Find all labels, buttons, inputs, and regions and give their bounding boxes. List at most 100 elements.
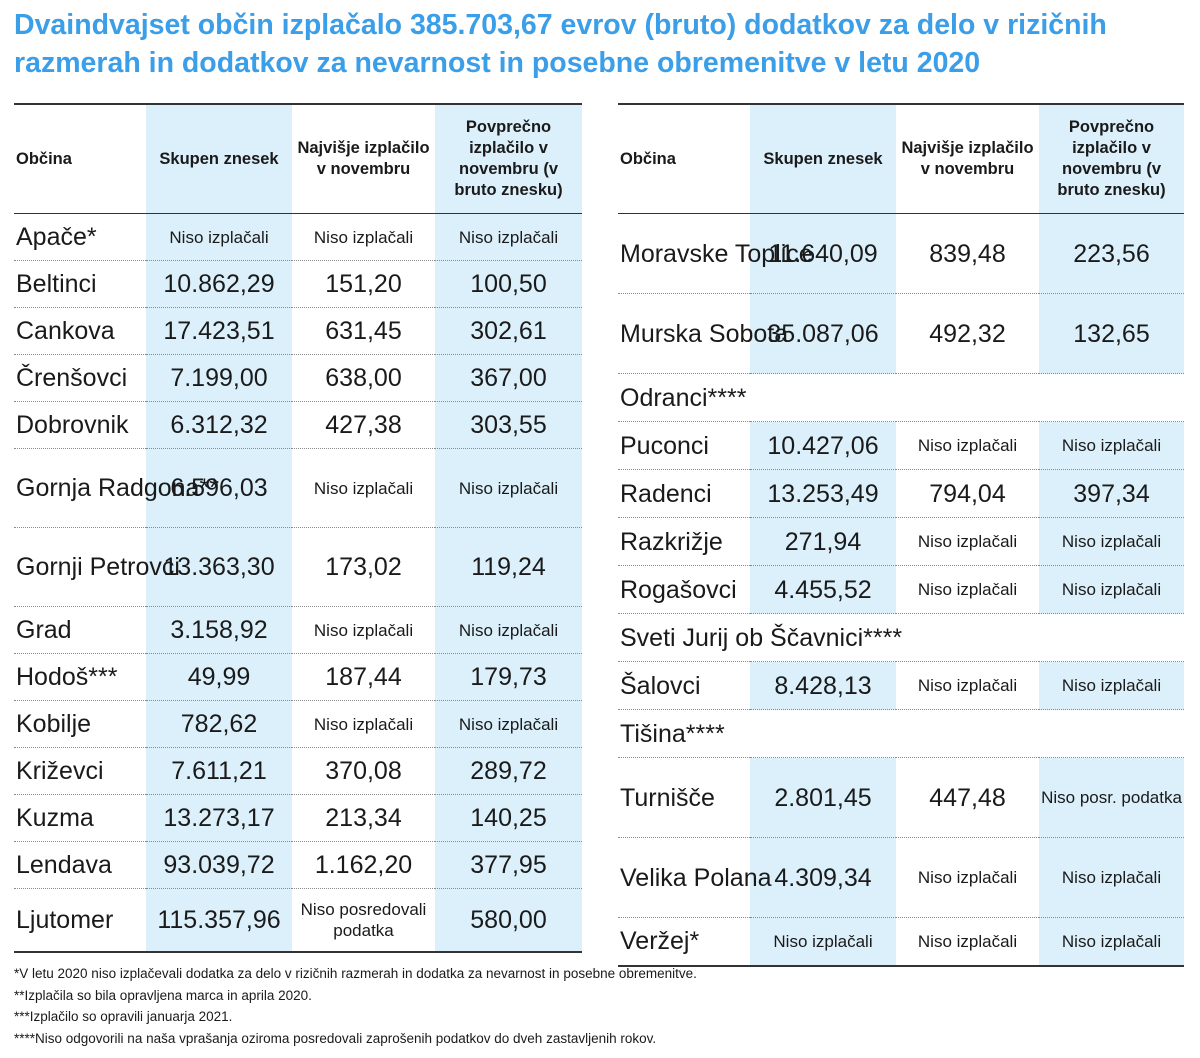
average-november-cell: Niso izplačali (435, 448, 582, 528)
table-row: Črenšovci 7.199,00 638,00 367,00 (14, 354, 582, 402)
total-amount-cell: 35.087,06 (750, 293, 896, 374)
header-average-november: Povprečno izplačilo v novembru (v bruto … (435, 104, 582, 214)
municipality-name: Hodoš*** (14, 653, 146, 701)
table-row: Moravske Toplice 11.640,09 839,48 223,56 (618, 213, 1184, 294)
highest-november-cell: Niso izplačali (896, 565, 1039, 614)
average-november-cell: Niso izplačali (1039, 837, 1184, 918)
total-amount-cell: 782,62 (146, 700, 292, 748)
municipality-name: Cankova (14, 307, 146, 355)
page-title: Dvaindvajset občin izplačalo 385.703,67 … (14, 9, 1107, 79)
municipality-name: Apače* (14, 213, 146, 261)
highest-november-cell: Niso izplačali (896, 837, 1039, 918)
municipality-name: Moravske Toplice (618, 213, 813, 294)
total-amount-cell: 13.273,17 (146, 794, 292, 842)
header-municipality: Občina (14, 104, 146, 214)
municipality-name: Veržej* (620, 927, 700, 956)
highest-november-cell: 1.162,20 (292, 841, 435, 889)
table-row: Beltinci 10.862,29 151,20 100,50 (14, 260, 582, 308)
municipality-name: Sveti Jurij ob Ščavnici**** (618, 613, 1184, 662)
municipality-name: Kuzma (14, 794, 146, 842)
average-november-cell: 119,24 (435, 527, 582, 607)
highest-november-cell: 427,38 (292, 401, 435, 449)
table-row: Odranci**** (618, 373, 1184, 422)
footnote: *V letu 2020 niso izplačevali dodatka za… (14, 966, 697, 981)
highest-november-cell: 447,48 (896, 757, 1039, 838)
municipality-name: Turnišče (618, 757, 750, 838)
table-row: Razkrižje 271,94 Niso izplačali Niso izplač… (618, 517, 1184, 566)
average-november-cell: Niso izplačali (435, 700, 582, 748)
municipality-name: Grad (14, 606, 146, 654)
header-municipality: Občina (618, 104, 750, 214)
municipality-name: Lendava (14, 841, 146, 889)
total-amount-cell: Niso izplačali (146, 213, 292, 261)
municipality-name: Gornja Radgona** (14, 448, 219, 528)
footnote: ***Izplačilo so opravili januarja 2021. (14, 1009, 233, 1024)
highest-november-cell: 631,45 (292, 307, 435, 355)
header-total-amount: Skupen znesek (750, 104, 896, 214)
average-november-cell: 223,56 (1039, 213, 1184, 294)
table-row: Kobilje 782,62 Niso izplačali Niso izplačal… (14, 700, 582, 748)
total-amount-cell: 271,94 (750, 517, 896, 566)
total-amount-cell: 4.309,34 (750, 837, 896, 918)
table-row: Turnišče 2.801,45 447,48 Niso posr. podatka (618, 757, 1184, 838)
total-amount-cell: 115.357,96 (146, 888, 292, 952)
municipality-name: Kobilje (14, 700, 146, 748)
table-row: Apače* Niso izplačali Niso izplačali Niso i… (14, 213, 582, 261)
municipality-name: Gornji Petrovci (14, 527, 180, 607)
average-november-cell: 397,34 (1039, 469, 1184, 518)
highest-november-cell: Niso izplačali (292, 448, 435, 528)
municipality-name: Puconci (618, 421, 750, 470)
municipality-name: Rogašovci (618, 565, 750, 614)
highest-november-cell: 213,34 (292, 794, 435, 842)
average-november-cell: 302,61 (435, 307, 582, 355)
table-header-row: Občina Skupen znesek Najvišje izplačilo … (618, 104, 1184, 214)
municipality-name: Velika Polana (618, 837, 772, 918)
table-row: Hodoš*** 49,99 187,44 179,73 (14, 653, 582, 701)
table-row: Šalovci 8.428,13 Niso izplačali Niso izplač… (618, 661, 1184, 710)
average-november-cell: 179,73 (435, 653, 582, 701)
total-amount-cell: 13.253,49 (750, 469, 896, 518)
table-row: Puconci 10.427,06 Niso izplačali Niso izpla… (618, 421, 1184, 470)
highest-november-cell: 370,08 (292, 747, 435, 795)
total-amount-cell: 4.455,52 (750, 565, 896, 614)
average-november-cell: Niso izplačali (435, 213, 582, 261)
footnote: ****Niso odgovorili na naša vprašanja oz… (14, 1030, 657, 1046)
header-total-amount: Skupen znesek (146, 104, 292, 214)
highest-november-cell: Niso posredovali podatka (300, 899, 427, 940)
highest-november-cell: Niso izplačali (292, 213, 435, 261)
average-november-cell: Niso izplačali (1039, 517, 1184, 566)
table-row: Kuzma 13.273,17 213,34 140,25 (14, 794, 582, 842)
table-row: Dobrovnik 6.312,32 427,38 303,55 (14, 401, 582, 449)
table-header-row: Občina Skupen znesek Najvišje izplačilo … (14, 104, 582, 214)
highest-november-cell: Niso izplačali (917, 931, 1018, 951)
total-amount-cell: 11.640,09 (750, 213, 896, 294)
highest-november-cell: Niso izplačali (896, 517, 1039, 566)
header-highest-november: Najvišje izplačilo v novembru (292, 104, 435, 214)
table-row: Radenci 13.253,49 794,04 397,34 (618, 469, 1184, 518)
municipality-name: Črenšovci (14, 354, 146, 402)
table-row: Velika Polana 4.309,34 Niso izplačali Niso … (618, 837, 1184, 918)
average-november-cell: 140,25 (435, 794, 582, 842)
total-amount-cell: 10.427,06 (750, 421, 896, 470)
highest-november-cell: 638,00 (292, 354, 435, 402)
header-highest-november: Najvišje izplačilo v novembru (896, 104, 1039, 214)
table-row: Ljutomer 115.357,96 Niso posredovali podat… (14, 888, 582, 952)
footnote: **Izplačila so bila opravljena marca in … (14, 987, 312, 1003)
municipality-name: Beltinci (14, 260, 146, 308)
municipality-name: Križevci (14, 747, 146, 795)
average-november-cell: 289,72 (435, 747, 582, 795)
municipalities-table-left: Občina Skupen znesek Najvišje izplačilo … (14, 103, 582, 953)
total-amount-cell: 3.158,92 (146, 606, 292, 654)
total-amount-cell: 93.039,72 (146, 841, 292, 889)
municipality-name: Ljutomer (16, 905, 114, 934)
total-amount-cell: Niso izplačali (750, 917, 896, 966)
total-amount-cell: 13.363,30 (146, 527, 292, 607)
highest-november-cell: Niso izplačali (292, 606, 435, 654)
total-amount-cell: 10.862,29 (146, 260, 292, 308)
total-amount-cell: 17.423,51 (146, 307, 292, 355)
header-average-november: Povprečno izplačilo v novembru (v bruto … (1039, 104, 1184, 214)
total-amount-cell: 6.596,03 (146, 448, 292, 528)
municipality-name: Tišina**** (618, 709, 1184, 758)
total-amount-cell: 6.312,32 (146, 401, 292, 449)
average-november-cell: Niso izplačali (1039, 421, 1184, 470)
